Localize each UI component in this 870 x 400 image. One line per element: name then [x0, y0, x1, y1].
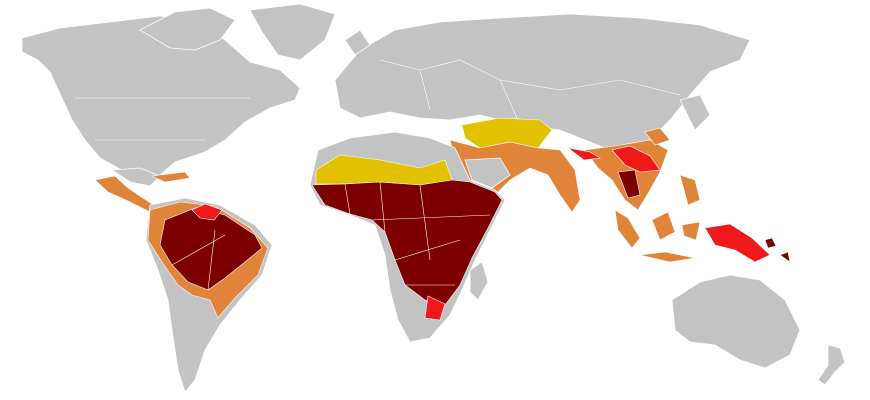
- africa: [309, 131, 506, 343]
- north-america: [21, 3, 336, 179]
- south-america: [145, 197, 273, 393]
- central-america: [94, 167, 191, 217]
- eurasia: [334, 13, 751, 151]
- oceania: [671, 223, 846, 386]
- southeast-asia: [567, 127, 701, 263]
